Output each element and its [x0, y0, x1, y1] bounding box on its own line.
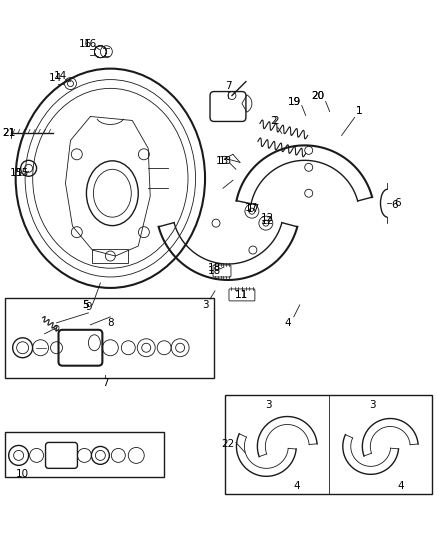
Text: 4: 4 — [397, 481, 404, 491]
Text: 10: 10 — [16, 470, 29, 479]
Bar — [5, 298, 214, 378]
Text: 14: 14 — [54, 70, 67, 80]
Text: 15: 15 — [16, 168, 29, 179]
Text: 21: 21 — [2, 128, 15, 139]
Text: 22: 22 — [221, 439, 235, 449]
Text: 16: 16 — [79, 39, 92, 49]
Text: 4: 4 — [293, 481, 300, 491]
Text: 3: 3 — [369, 400, 376, 409]
Text: 17: 17 — [245, 203, 258, 213]
Text: 1: 1 — [356, 107, 363, 117]
Text: 3: 3 — [202, 300, 208, 310]
Text: 18: 18 — [207, 263, 221, 273]
Text: 4: 4 — [284, 318, 291, 328]
Text: 13: 13 — [215, 156, 229, 166]
Text: 1: 1 — [356, 107, 363, 117]
Text: 14: 14 — [49, 72, 62, 83]
Text: 21: 21 — [2, 128, 15, 139]
Text: 15: 15 — [10, 168, 23, 179]
Text: 5: 5 — [82, 300, 89, 310]
Text: 3: 3 — [265, 400, 272, 409]
Text: 20: 20 — [311, 91, 324, 101]
Text: 11: 11 — [235, 290, 248, 300]
Bar — [5, 432, 164, 478]
Text: 20: 20 — [311, 91, 324, 101]
Text: 12: 12 — [261, 216, 275, 226]
Text: 18: 18 — [207, 266, 221, 276]
Text: 13: 13 — [219, 156, 232, 166]
Text: 6: 6 — [391, 200, 398, 210]
Text: 19: 19 — [288, 96, 301, 107]
Text: 2: 2 — [272, 117, 279, 126]
Text: 5: 5 — [82, 300, 89, 310]
Bar — [92, 249, 128, 263]
Text: 16: 16 — [84, 39, 97, 49]
Text: 7: 7 — [225, 80, 231, 91]
Bar — [225, 394, 432, 494]
Text: 2: 2 — [271, 117, 277, 126]
Text: 17: 17 — [247, 204, 261, 214]
Text: 7: 7 — [102, 378, 109, 387]
Text: 11: 11 — [235, 290, 248, 300]
Text: 19: 19 — [288, 96, 301, 107]
Text: 12: 12 — [261, 213, 275, 223]
Text: 9: 9 — [85, 302, 92, 312]
Text: 8: 8 — [107, 318, 113, 328]
Text: 6: 6 — [394, 198, 401, 208]
